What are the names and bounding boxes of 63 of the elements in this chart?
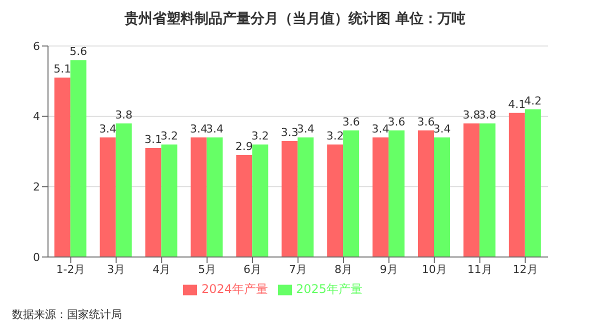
x-tick-label: 11月: [467, 262, 492, 276]
bar: [298, 137, 314, 257]
y-tick-label: 0: [33, 250, 40, 264]
bar: [282, 140, 298, 257]
legend-label: 2025年产量: [296, 282, 363, 296]
data-label: 3.4: [372, 122, 390, 136]
data-label: 3.2: [251, 129, 269, 142]
data-label: 3.2: [326, 129, 344, 142]
data-label: 4.1: [508, 98, 526, 111]
x-tick-label: 4月: [152, 262, 171, 276]
bar: [418, 130, 434, 257]
data-label: 3.3: [280, 126, 298, 139]
bar: [100, 137, 116, 257]
bar: [463, 123, 480, 257]
data-label: 3.6: [388, 115, 406, 128]
bar: [206, 137, 223, 257]
bar: [388, 130, 405, 257]
bar: [343, 130, 360, 257]
bar: [434, 137, 450, 257]
bar: [145, 148, 162, 257]
data-label: 5.6: [70, 45, 88, 58]
x-tick-label: 6月: [244, 262, 262, 276]
x-tick-label: 12月: [512, 262, 538, 276]
x-tick-label: 1-2月: [56, 262, 86, 276]
bar: [252, 144, 268, 257]
x-tick-label: 7月: [289, 262, 307, 276]
x-tick-label: 5月: [198, 262, 216, 276]
y-tick-label: 2: [33, 180, 40, 194]
bar: [524, 109, 541, 257]
data-label: 3.8: [462, 108, 480, 122]
data-label: 3.4: [433, 122, 451, 136]
bar: [161, 144, 178, 257]
legend-label: 2024年产量: [201, 282, 268, 296]
data-label: 3.1: [144, 132, 162, 146]
bar: [479, 123, 496, 257]
data-label: 4.2: [524, 94, 542, 108]
bar: [70, 60, 86, 257]
bar: [372, 137, 389, 257]
source-note: 数据来源：国家统计局: [12, 307, 122, 322]
data-label: 3.6: [417, 115, 435, 128]
bar: [508, 112, 525, 257]
y-tick-label: 4: [33, 110, 40, 124]
bar: [327, 144, 344, 257]
data-label: 3.8: [115, 108, 133, 122]
bar: [190, 137, 207, 257]
bar: [54, 78, 70, 257]
bar: [236, 155, 252, 257]
data-label: 2.9: [235, 140, 253, 154]
y-tick-label: 6: [33, 40, 40, 53]
x-tick-label: 10月: [422, 262, 447, 276]
bar: [116, 123, 132, 257]
data-label: 3.6: [342, 115, 360, 128]
x-tick-label: 9月: [380, 262, 398, 276]
data-label: 3.4: [296, 122, 314, 136]
chart-title: 贵州省塑料制品产量分月（当月值）统计图 单位：万吨: [124, 10, 466, 29]
x-tick-label: 8月: [334, 262, 352, 276]
data-label: 3.8: [478, 108, 496, 122]
x-tick-label: 3月: [107, 262, 126, 276]
data-label: 3.4: [206, 122, 224, 136]
data-label: 3.4: [99, 122, 117, 136]
data-label: 5.1: [54, 62, 72, 76]
data-label: 3.2: [160, 129, 178, 142]
data-label: 3.4: [190, 122, 208, 136]
